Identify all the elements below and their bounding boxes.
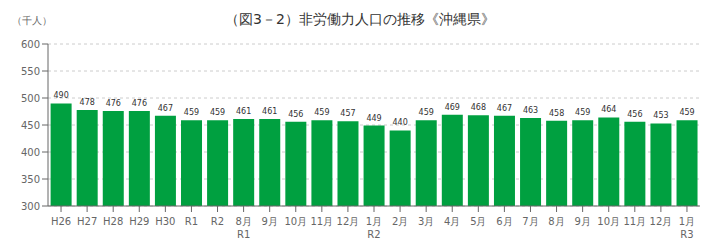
svg-text:12月: 12月 — [650, 216, 673, 227]
svg-text:8月: 8月 — [235, 216, 251, 227]
svg-text:459: 459 — [314, 108, 329, 117]
svg-text:R1: R1 — [237, 229, 250, 238]
svg-text:R2: R2 — [367, 229, 380, 238]
svg-text:468: 468 — [471, 103, 486, 112]
svg-text:476: 476 — [132, 99, 147, 108]
svg-text:600: 600 — [21, 39, 40, 50]
svg-text:350: 350 — [21, 174, 40, 185]
svg-text:459: 459 — [419, 108, 434, 117]
svg-text:464: 464 — [601, 105, 616, 114]
svg-text:461: 461 — [236, 107, 251, 116]
svg-text:450: 450 — [21, 120, 40, 131]
svg-text:R1: R1 — [185, 216, 198, 227]
svg-text:7月: 7月 — [522, 216, 538, 227]
svg-text:459: 459 — [679, 108, 694, 117]
svg-text:10月: 10月 — [597, 216, 620, 227]
svg-text:476: 476 — [106, 99, 121, 108]
svg-text:9月: 9月 — [574, 216, 590, 227]
svg-text:11月: 11月 — [310, 216, 333, 227]
svg-text:440: 440 — [393, 118, 408, 127]
svg-text:467: 467 — [158, 104, 173, 113]
svg-text:456: 456 — [627, 110, 642, 119]
svg-text:550: 550 — [21, 66, 40, 77]
svg-text:11月: 11月 — [623, 216, 646, 227]
html-text:（図3－2）非労働力人口の推移《沖縄県》: （図3－2）非労働力人口の推移《沖縄県》 — [225, 11, 495, 27]
svg-text:H28: H28 — [103, 216, 123, 227]
svg-text:400: 400 — [21, 147, 40, 158]
svg-text:2月: 2月 — [392, 216, 408, 227]
svg-text:1月: 1月 — [679, 216, 695, 227]
html-text:（千人）: （千人） — [12, 15, 52, 26]
svg-text:453: 453 — [653, 111, 668, 120]
svg-text:461: 461 — [262, 107, 277, 116]
svg-text:300: 300 — [21, 201, 40, 212]
svg-text:R3: R3 — [680, 229, 693, 238]
svg-text:449: 449 — [366, 114, 381, 123]
svg-text:500: 500 — [21, 93, 40, 104]
svg-text:469: 469 — [445, 103, 460, 112]
svg-text:3月: 3月 — [418, 216, 434, 227]
svg-text:1月: 1月 — [366, 216, 382, 227]
svg-text:459: 459 — [575, 108, 590, 117]
svg-text:5月: 5月 — [470, 216, 486, 227]
svg-text:6月: 6月 — [496, 216, 512, 227]
svg-text:490: 490 — [53, 91, 68, 100]
svg-text:459: 459 — [210, 108, 225, 117]
svg-text:4月: 4月 — [444, 216, 460, 227]
svg-text:12月: 12月 — [337, 216, 360, 227]
svg-text:457: 457 — [340, 109, 355, 118]
svg-text:8月: 8月 — [548, 216, 564, 227]
svg-text:R2: R2 — [211, 216, 224, 227]
svg-text:H30: H30 — [155, 216, 175, 227]
svg-text:H27: H27 — [77, 216, 97, 227]
svg-text:458: 458 — [549, 109, 564, 118]
svg-text:H26: H26 — [51, 216, 71, 227]
svg-text:459: 459 — [184, 108, 199, 117]
svg-text:478: 478 — [80, 98, 95, 107]
svg-text:463: 463 — [523, 106, 538, 115]
svg-text:9月: 9月 — [261, 216, 277, 227]
svg-text:H29: H29 — [129, 216, 149, 227]
svg-text:10月: 10月 — [284, 216, 307, 227]
svg-text:467: 467 — [497, 104, 512, 113]
svg-text:456: 456 — [288, 110, 303, 119]
